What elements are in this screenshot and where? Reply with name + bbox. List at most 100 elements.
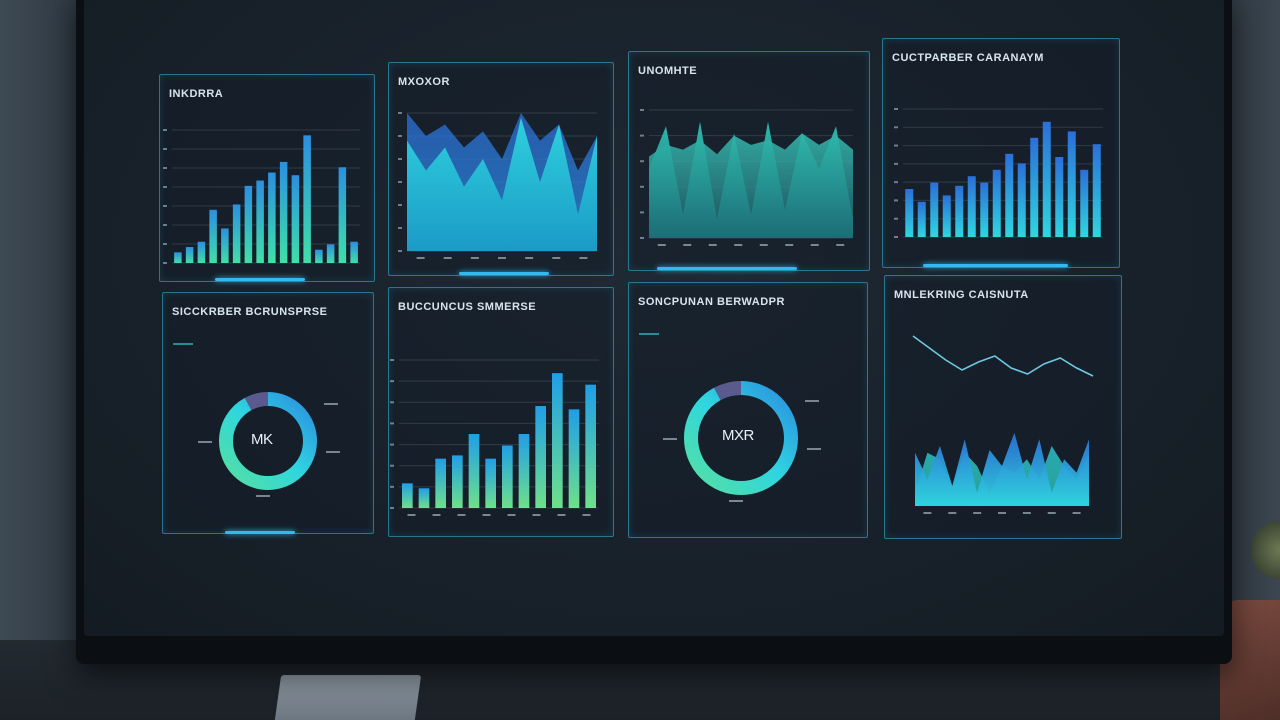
chart4-bar (1092, 144, 1101, 237)
chart2-area-series-1 (407, 117, 597, 251)
chart2-xtick (416, 257, 425, 259)
chart1-bar (174, 252, 182, 263)
chart1-bar (209, 209, 217, 263)
chart5-callout (198, 441, 212, 443)
chart1-ytick (163, 262, 167, 264)
chart4-ytick (894, 108, 898, 110)
chart6-bar (568, 409, 580, 508)
chart2-ytick (398, 227, 402, 229)
chart1-bar (268, 172, 276, 263)
chart2-ytick (398, 112, 402, 114)
panel-3: UNOMHTE (628, 51, 870, 271)
chart4-bar (942, 195, 951, 237)
chart2-ytick (398, 135, 402, 137)
chart3-ytick (640, 211, 644, 214)
chart6-xtick (507, 514, 516, 516)
chart2-ytick (398, 158, 402, 160)
chart2-xtick (552, 257, 561, 259)
chart2-ytick (398, 250, 402, 252)
chart6-bar (585, 384, 596, 508)
chart5-legend-marker (173, 343, 193, 345)
panel-3-chart (640, 109, 853, 246)
chart4-bar (905, 189, 914, 237)
chart1-bar (197, 241, 206, 263)
panel-6-title: BUCCUNCUS SMMERSE (398, 301, 537, 313)
chart6-bar (485, 458, 496, 508)
chart1-bar (315, 249, 323, 263)
chart4-bar (955, 185, 964, 237)
panel-4-chart (894, 108, 1103, 238)
chart1-bar (338, 167, 347, 263)
chart6-bar (418, 488, 430, 508)
chart4-ytick (894, 217, 898, 220)
chart3-ytick (640, 237, 644, 239)
chart8-xtick (1047, 512, 1056, 514)
chart4-ytick (894, 236, 898, 238)
panel-2-indicator (459, 272, 549, 275)
panel-5-title: SICCKRBER BCRUNSPRSE (172, 306, 328, 318)
chart8-xtick (973, 512, 982, 514)
chart3-xtick (785, 244, 794, 246)
chart4-ytick (894, 126, 898, 129)
chart4-bar (1067, 131, 1076, 237)
chart2-xtick (443, 257, 452, 259)
chart5-callout (256, 495, 270, 497)
chart3-xtick (759, 244, 768, 246)
panel-5-indicator (225, 531, 295, 534)
chart7-slice (684, 381, 798, 495)
chart4-ytick (894, 199, 898, 202)
chart2-xtick (579, 257, 588, 259)
chart1-ytick (163, 243, 167, 245)
chart3-ytick (640, 134, 644, 137)
panel-7: SONCPUNAN BERWADPR MXR (628, 282, 868, 538)
panel-8-title: MNLEKRING CAISNUTA (894, 289, 1029, 301)
chart1-bar (185, 247, 194, 263)
panel-1-indicator (215, 278, 305, 281)
panel-4-title: CUCTPARBER CARANAYM (892, 52, 1044, 64)
panel-2: MXOXOR (388, 62, 614, 276)
chart4-bar (1080, 169, 1089, 237)
chart6-bar (552, 373, 563, 508)
panel-7-title: SONCPUNAN BERWADPR (638, 296, 785, 308)
panel-8-chart (912, 335, 1094, 514)
chart7-callout (805, 400, 819, 402)
chart4-ytick (894, 181, 898, 184)
panel-2-title: MXOXOR (398, 76, 450, 88)
chart8-xtick (1022, 512, 1031, 514)
chart7-callout (807, 448, 821, 450)
chart4-ytick (894, 144, 898, 147)
chart8-line (912, 335, 1094, 377)
chart4-bar (1055, 157, 1064, 237)
chart4-bar (1017, 163, 1026, 237)
chart1-bar (256, 180, 264, 263)
chart2-xtick (498, 257, 506, 259)
chart1-ytick (163, 205, 167, 207)
panel-4-indicator (923, 264, 1068, 267)
chart4-bar (917, 201, 926, 237)
panel-5-center: MK (251, 431, 273, 448)
chart8-xtick (998, 512, 1006, 514)
panel-5-chart (173, 343, 340, 497)
panel-5: SICCKRBER BCRUNSPRSE MK (162, 292, 374, 534)
panel-6-chart (390, 359, 599, 516)
chart3-ytick (640, 160, 644, 163)
panel-2-chart (398, 112, 597, 259)
chart8-xtick (948, 512, 957, 514)
dashboard-screen: INKDRRA MXOXOR UNOMHTE CUCTPARBER CARANA… (84, 0, 1224, 636)
chart6-bar (502, 445, 513, 508)
chart6-ytick (390, 401, 394, 404)
room-wall-left (0, 0, 90, 720)
chart8-area-series-1 (915, 432, 1089, 506)
chart8-xtick (1072, 512, 1081, 514)
chart1-ytick (163, 129, 167, 131)
panel-7-center: MXR (722, 427, 754, 444)
chart6-bar (518, 434, 530, 508)
chart1-bar (279, 161, 288, 263)
chart2-ytick (398, 204, 402, 206)
panel-6: BUCCUNCUS SMMERSE (388, 287, 614, 537)
chart3-xtick (734, 244, 743, 246)
chart4-bar (992, 169, 1001, 237)
panel-1: INKDRRA (159, 74, 375, 282)
chart3-area-series-1 (649, 121, 853, 238)
chart6-ytick (390, 485, 394, 488)
